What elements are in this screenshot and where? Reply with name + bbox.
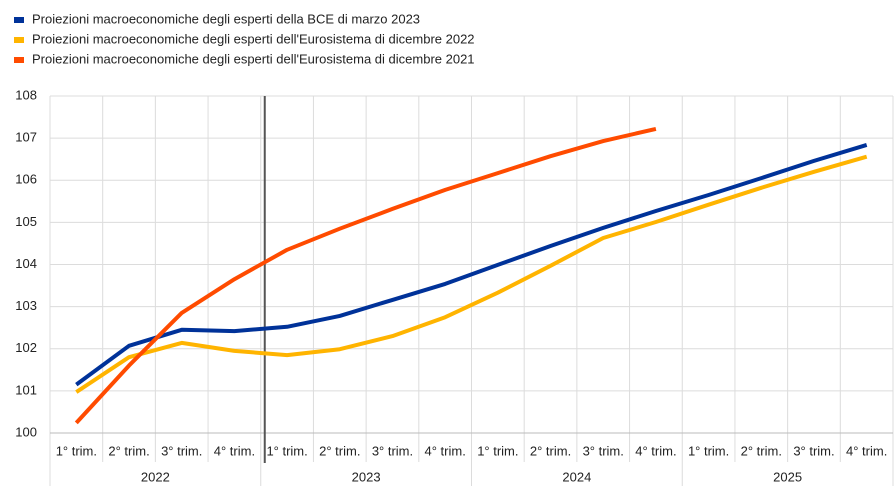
x-tick-label: 1° trim. (266, 443, 307, 458)
x-tick-label: 1° trim. (477, 443, 518, 458)
legend-swatch (14, 57, 24, 63)
series-line (75, 154, 868, 394)
x-tick-label: 2° trim. (108, 443, 149, 458)
y-tick-label: 104 (15, 256, 37, 271)
year-label: 2023 (352, 469, 381, 484)
x-tick-label: 3° trim. (372, 443, 413, 458)
year-label: 2025 (773, 469, 802, 484)
x-tick-label: 4° trim. (214, 443, 255, 458)
legend-label: Proiezioni macroeconomiche degli esperti… (32, 11, 420, 26)
x-tick-label: 4° trim. (425, 443, 466, 458)
x-tick-label: 4° trim. (635, 443, 676, 458)
y-tick-label: 107 (15, 130, 37, 145)
x-tick-label: 4° trim. (846, 443, 887, 458)
x-tick-label: 2° trim. (530, 443, 571, 458)
x-tick-label: 1° trim. (688, 443, 729, 458)
y-tick-label: 103 (15, 298, 37, 313)
y-tick-label: 108 (15, 87, 37, 102)
x-tick-label: 3° trim. (161, 443, 202, 458)
legend-swatch (14, 37, 24, 43)
legend-label: Proiezioni macroeconomiche degli esperti… (32, 51, 475, 66)
legend-swatch (14, 17, 24, 23)
y-tick-label: 102 (15, 340, 37, 355)
x-tick-label: 2° trim. (741, 443, 782, 458)
y-tick-label: 100 (15, 424, 37, 439)
y-tick-label: 106 (15, 172, 37, 187)
x-tick-label: 3° trim. (583, 443, 624, 458)
x-tick-label: 1° trim. (56, 443, 97, 458)
x-tick-label: 3° trim. (793, 443, 834, 458)
legend: Proiezioni macroeconomiche degli esperti… (14, 11, 475, 66)
series-line (75, 142, 868, 387)
year-label: 2022 (141, 469, 170, 484)
y-tick-label: 105 (15, 214, 37, 229)
y-tick-label: 101 (15, 382, 37, 397)
x-tick-label: 2° trim. (319, 443, 360, 458)
legend-label: Proiezioni macroeconomiche degli esperti… (32, 31, 475, 46)
year-label: 2024 (562, 469, 591, 484)
series-line (74, 126, 657, 425)
